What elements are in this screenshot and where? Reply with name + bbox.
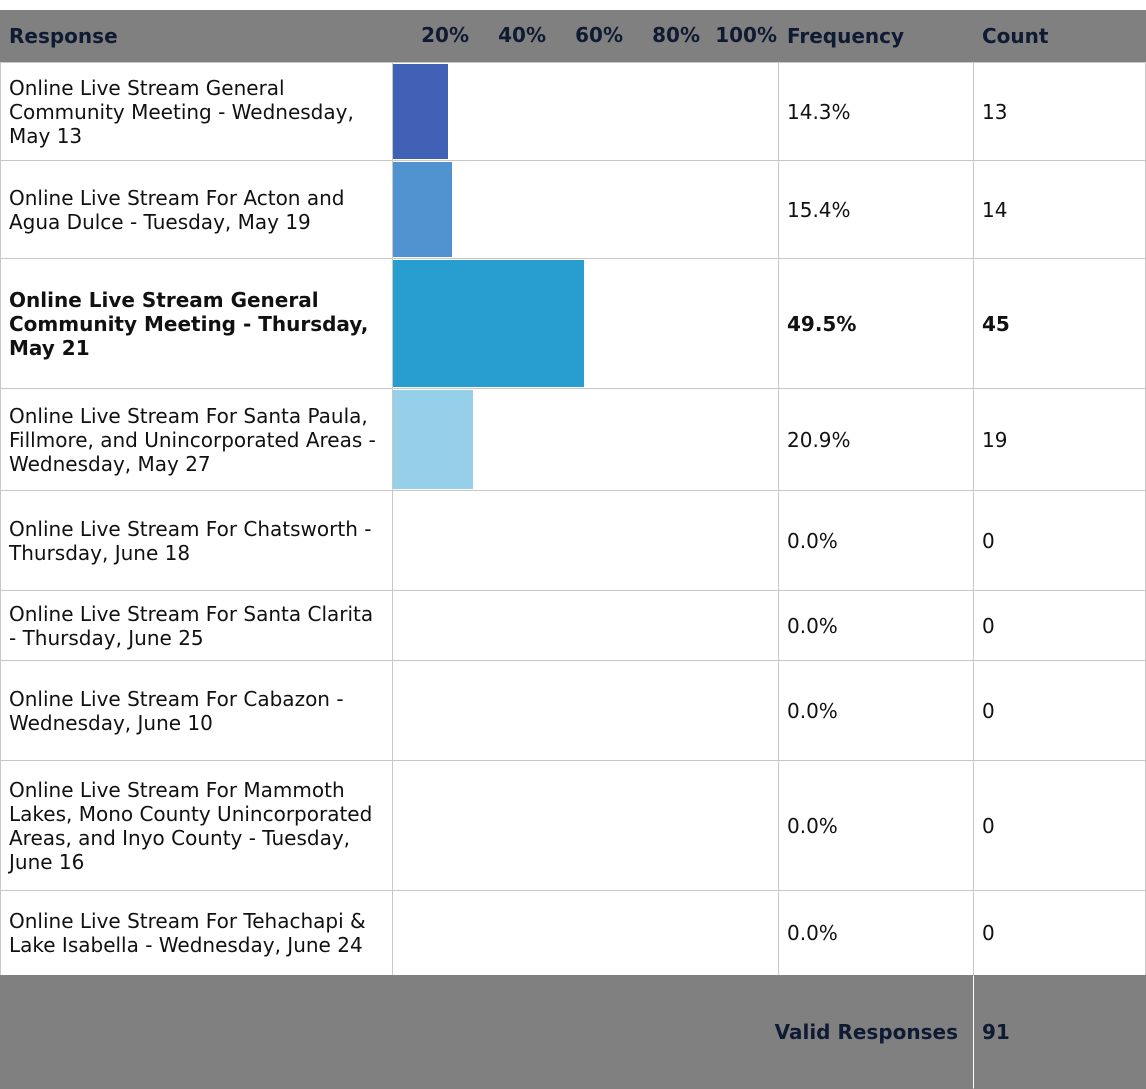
header-response: Response — [0, 10, 392, 62]
response-cell: Online Live Stream For Chatsworth - Thur… — [0, 490, 393, 591]
bar — [393, 162, 453, 257]
response-cell: Online Live Stream General Community Mee… — [0, 258, 393, 389]
response-cell: Online Live Stream General Community Mee… — [0, 62, 393, 161]
count-cell: 0 — [973, 590, 1146, 661]
bar-cell — [392, 590, 779, 661]
footer-label: Valid Responses — [0, 975, 973, 1089]
bar-tick-label: 100% — [715, 23, 777, 47]
header-count: Count — [973, 10, 1146, 62]
frequency-cell: 0.0% — [778, 490, 974, 591]
count-cell: 0 — [973, 490, 1146, 591]
count-cell: 14 — [973, 160, 1146, 259]
header-bars — [392, 10, 778, 62]
response-cell: Online Live Stream For Santa Paula, Fill… — [0, 388, 393, 491]
response-cell: Online Live Stream For Cabazon - Wednesd… — [0, 660, 393, 761]
frequency-cell: 14.3% — [778, 62, 974, 161]
frequency-cell: 0.0% — [778, 760, 974, 891]
count-cell: 0 — [973, 760, 1146, 891]
frequency-cell: 49.5% — [778, 258, 974, 389]
count-cell: 0 — [973, 890, 1146, 976]
response-cell: Online Live Stream For Santa Clarita - T… — [0, 590, 393, 661]
bar-tick-label: 20% — [421, 23, 469, 47]
frequency-cell: 0.0% — [778, 590, 974, 661]
frequency-cell: 15.4% — [778, 160, 974, 259]
footer-value: 91 — [973, 975, 1146, 1089]
frequency-cell: 0.0% — [778, 890, 974, 976]
count-cell: 45 — [973, 258, 1146, 389]
bar-cell — [392, 890, 779, 976]
count-cell: 13 — [973, 62, 1146, 161]
response-cell: Online Live Stream For Mammoth Lakes, Mo… — [0, 760, 393, 891]
bar-tick-label: 60% — [575, 23, 623, 47]
bar-cell — [392, 760, 779, 891]
frequency-cell: 0.0% — [778, 660, 974, 761]
bar-cell — [392, 490, 779, 591]
count-cell: 0 — [973, 660, 1146, 761]
count-cell: 19 — [973, 388, 1146, 491]
bar — [393, 390, 474, 489]
bar — [393, 64, 449, 159]
bar-tick-label: 40% — [498, 23, 546, 47]
bar-cell — [392, 660, 779, 761]
response-cell: Online Live Stream For Tehachapi & Lake … — [0, 890, 393, 976]
bar-tick-label: 80% — [652, 23, 700, 47]
bar-cell — [392, 62, 779, 161]
header-frequency: Frequency — [778, 10, 973, 62]
bar — [393, 260, 584, 387]
response-cell: Online Live Stream For Acton and Agua Du… — [0, 160, 393, 259]
frequency-cell: 20.9% — [778, 388, 974, 491]
